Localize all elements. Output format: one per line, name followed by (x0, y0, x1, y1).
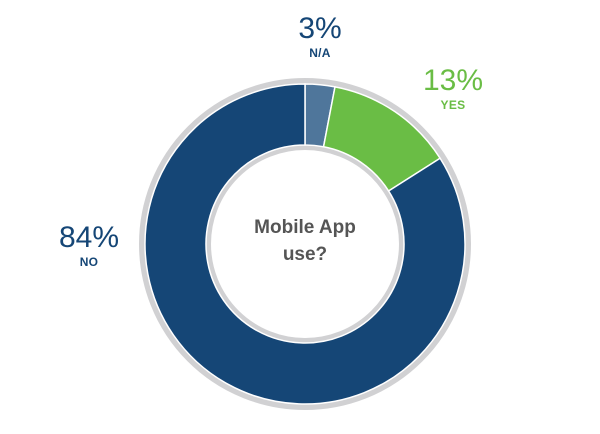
slice-value-yes: 13% (422, 64, 484, 97)
slice-label-yes: 13% YES (418, 64, 488, 112)
slice-category-na: N/A (309, 46, 331, 60)
slice-value-no: 84% (58, 221, 120, 254)
chart-title: Mobile App use? (254, 217, 356, 265)
donut-slice-no (144, 83, 466, 405)
slice-category-no: NO (79, 255, 99, 269)
slice-label-na: 3% N/A (290, 12, 350, 60)
slice-value-na: 3% (298, 12, 342, 45)
slice-label-no: 84% NO (53, 221, 125, 269)
slice-category-yes: YES (440, 98, 466, 112)
